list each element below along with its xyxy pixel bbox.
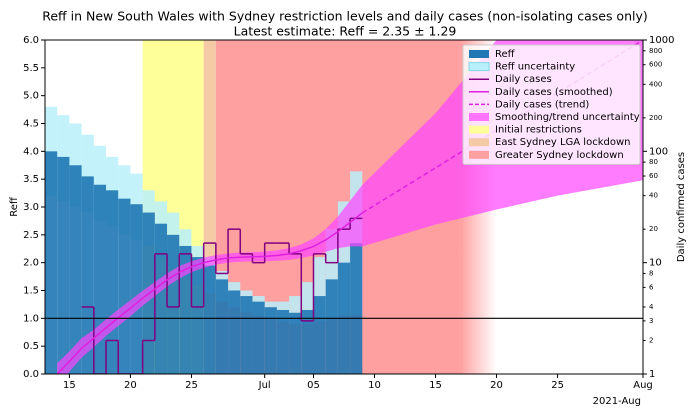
smoothed-line — [56, 212, 363, 374]
y-tick-label: 3.0 — [23, 202, 39, 213]
reff-bar — [118, 198, 131, 374]
y-tick-label: 0.5 — [23, 341, 39, 352]
y2-tick-label: 4 — [649, 303, 654, 311]
y2-tick-label: 600 — [649, 61, 662, 69]
x-tick-label: 15 — [63, 380, 76, 391]
y-tick-label: 1.5 — [23, 286, 39, 297]
reff-bar — [215, 279, 229, 374]
legend-swatch — [469, 125, 489, 134]
y-tick-label: 2.5 — [23, 230, 39, 241]
y2-tick-label: 6 — [649, 283, 654, 291]
trend-line — [361, 40, 643, 214]
y2-tick-label: 60 — [649, 172, 658, 180]
legend-label: Greater Sydney lockdown — [495, 150, 624, 161]
y-tick-label: 0.0 — [23, 369, 39, 380]
y2-tick-label: 8 — [649, 269, 653, 277]
y2-tick-label: 1 — [649, 369, 655, 380]
x-tick-label: 20 — [124, 380, 137, 391]
y2-tick-label: 40 — [649, 192, 658, 200]
legend-swatch — [469, 50, 489, 58]
reff-bar — [93, 184, 107, 374]
x-tick-label: 15 — [429, 380, 442, 391]
x-tick-label: 25 — [551, 380, 564, 391]
x-tick-label: Aug — [633, 380, 653, 391]
reff-bar — [240, 296, 253, 374]
legend-box — [462, 44, 641, 165]
reff-bar — [313, 296, 326, 374]
x-tick-label: 20 — [490, 380, 503, 391]
y-tick-label: 4.5 — [23, 119, 39, 130]
y-axis-label: Reff — [9, 196, 20, 217]
legend-label: East Sydney LGA lockdown — [495, 137, 630, 148]
legend-label: Daily cases — [495, 74, 552, 85]
reff-bar — [301, 309, 314, 374]
legend-swatch — [469, 150, 489, 159]
legend-swatch — [468, 62, 490, 72]
reff-bar — [203, 265, 216, 374]
y2-axis-label: Daily confirmed cases — [676, 152, 687, 262]
y2-tick-label: 1000 — [649, 35, 674, 46]
y2-tick-label: 2 — [649, 336, 653, 344]
y-tick-label: 2.0 — [23, 258, 39, 269]
x-tick-label: 25 — [185, 380, 198, 391]
legend-label: Daily cases (smoothed) — [495, 87, 613, 98]
y2-tick-label: 20 — [649, 225, 658, 233]
y-tick-label: 4.0 — [23, 146, 39, 157]
reff-bar — [179, 245, 192, 374]
x-offset-label: 2021-Aug — [593, 396, 641, 407]
reff-bar — [130, 204, 143, 374]
reff-bar — [252, 301, 265, 374]
reff-bar — [45, 151, 58, 374]
y-tick-label: 6.0 — [23, 35, 39, 46]
reff-bar — [81, 176, 94, 374]
reff-bar — [191, 257, 204, 374]
axes: 15 20 25 Jul 05 10 15 20 25 Aug 0.0 0.5 1.0 1.5 2.0 2.5… — [23, 35, 674, 391]
y2-tick-label: 10 — [649, 258, 662, 269]
legend-swatch — [469, 138, 489, 147]
legend-label: Smoothing/trend uncertainty — [495, 112, 640, 123]
legend-label: Initial restrictions — [495, 125, 582, 136]
legend-label: Reff uncertainty — [495, 62, 575, 73]
reff-bar — [264, 307, 277, 374]
y-tick-label: 5.0 — [23, 91, 39, 102]
reff-bar — [350, 243, 363, 374]
legend-label: Reff — [495, 49, 516, 60]
x-tick-label: 10 — [368, 380, 381, 391]
reff-bar — [57, 156, 70, 374]
reff-bar — [154, 223, 168, 374]
y2-tick-label: 3 — [649, 317, 653, 325]
reff-bar — [106, 190, 119, 374]
y2-tick-label: 100 — [649, 146, 668, 157]
reff-bar — [167, 234, 180, 374]
chart-subtitle: Latest estimate: Reff = 2.35 ± 1.29 — [234, 24, 457, 39]
y2-tick-label: 200 — [649, 114, 662, 122]
y2-tick-label: 400 — [649, 80, 662, 88]
legend-label: Daily cases (trend) — [495, 99, 589, 110]
y-tick-label: 5.5 — [23, 63, 39, 74]
y-tick-label: 1.0 — [23, 313, 39, 324]
legend-swatch — [469, 113, 489, 121]
y-tick-label: 3.5 — [23, 174, 39, 185]
reff-bar — [289, 312, 302, 374]
reff-bar — [228, 290, 241, 374]
reff-bar — [69, 165, 82, 374]
reff-bar — [325, 279, 338, 374]
y2-tick-label: 800 — [649, 47, 662, 55]
y2-tick-label: 80 — [649, 158, 658, 166]
chart-title: Reff in New South Wales with Sydney rest… — [42, 9, 648, 24]
x-tick-label: Jul — [258, 380, 271, 391]
reff-bar — [276, 309, 290, 374]
x-tick-label: 05 — [307, 380, 320, 391]
